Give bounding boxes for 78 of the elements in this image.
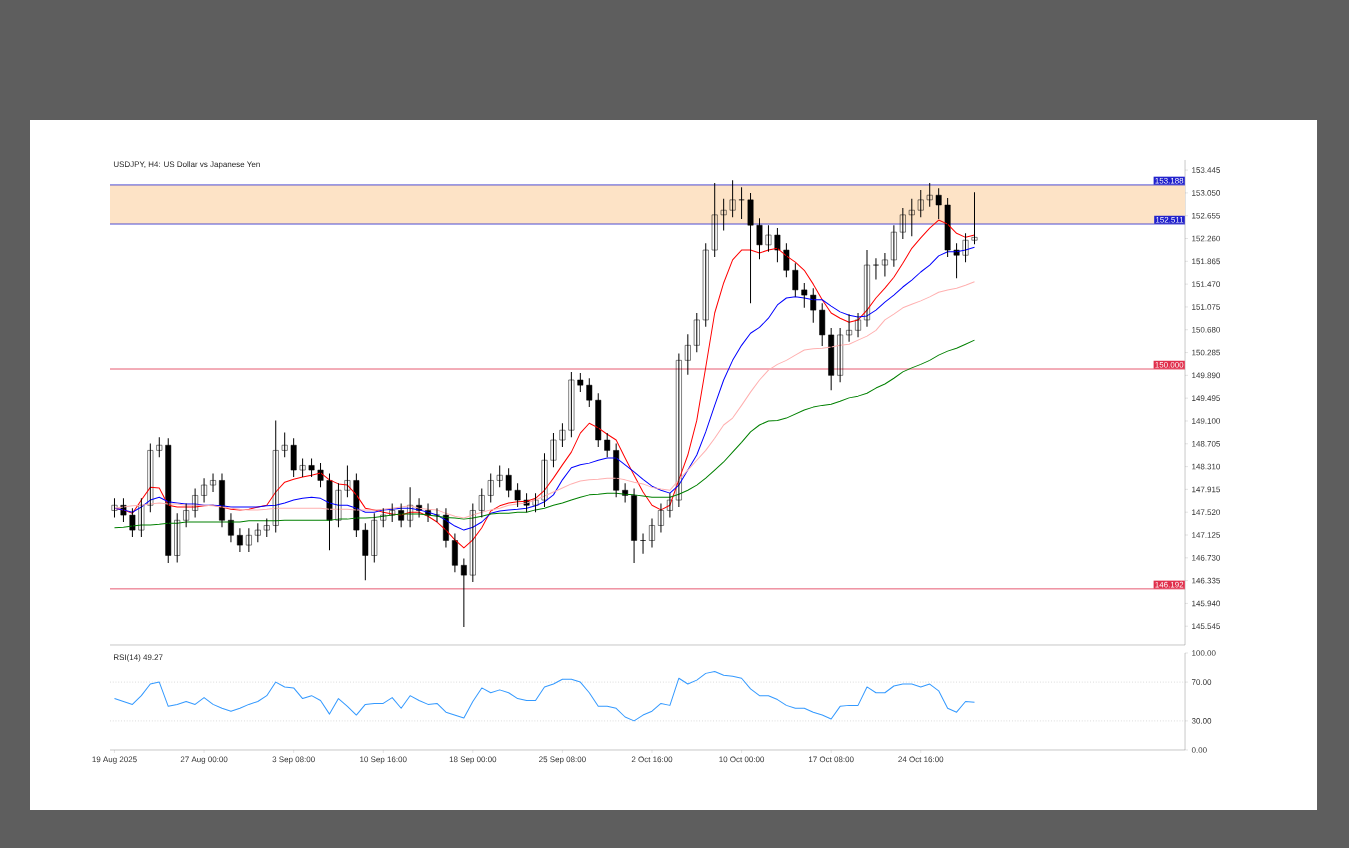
candlestick — [407, 486, 414, 528]
candlestick — [380, 507, 387, 528]
candlestick — [478, 488, 485, 518]
candlestick — [290, 437, 297, 478]
candlestick — [371, 512, 378, 563]
candlestick — [837, 327, 844, 383]
candlestick — [254, 522, 261, 543]
candlestick — [514, 482, 521, 508]
candlestick — [953, 242, 960, 279]
candlestick — [926, 182, 933, 208]
candlestick — [165, 437, 172, 564]
candlestick — [496, 464, 503, 488]
candlestick — [245, 527, 252, 553]
candlestick — [129, 507, 136, 538]
candlestick — [935, 187, 942, 220]
candlestick — [684, 333, 691, 376]
candlestick — [559, 422, 566, 448]
candlestick — [532, 492, 539, 513]
candlestick — [819, 302, 826, 347]
candlestick — [810, 287, 817, 324]
candlestick — [711, 182, 718, 258]
candlestick — [577, 372, 584, 393]
candlestick — [720, 198, 727, 231]
candlestick — [192, 488, 199, 518]
candlestick — [147, 442, 154, 513]
candlestick — [469, 503, 476, 583]
candlestick — [156, 436, 163, 458]
candlestick — [649, 518, 655, 548]
candlestick — [864, 249, 870, 328]
candlestick — [846, 313, 853, 343]
candlestick — [308, 458, 315, 478]
candlestick — [595, 392, 602, 448]
candlestick — [962, 232, 969, 263]
candlestick — [487, 473, 494, 503]
candlestick — [281, 432, 288, 458]
candlestick — [174, 512, 181, 563]
candlestick — [362, 522, 369, 581]
candlestick — [944, 197, 951, 258]
candlestick — [586, 377, 593, 408]
candlestick — [299, 458, 306, 478]
candlestick — [505, 467, 512, 498]
candlestick — [272, 419, 279, 533]
candlestick — [201, 477, 207, 503]
candlestick — [326, 473, 333, 551]
candlestick — [702, 242, 709, 328]
candlestick — [317, 462, 324, 488]
candlestick — [263, 518, 270, 538]
candlestick — [675, 352, 682, 508]
candlestick — [335, 482, 342, 528]
candlestick — [873, 257, 879, 281]
candlestick — [344, 464, 351, 498]
candlestick — [774, 227, 781, 263]
candlestick — [111, 497, 118, 518]
candlestick — [604, 432, 611, 458]
candlestick — [765, 224, 772, 253]
candlestick — [729, 179, 736, 218]
candlestick — [550, 432, 557, 468]
candlestick — [658, 503, 664, 533]
candlestick — [666, 492, 673, 518]
candlestick — [908, 198, 915, 237]
candlestick — [792, 262, 799, 298]
candlestick — [693, 312, 700, 353]
candlestick — [881, 252, 888, 278]
candlestick — [801, 282, 808, 309]
candlestick — [971, 191, 978, 245]
candlestick — [917, 189, 924, 218]
candlestick — [541, 452, 548, 508]
candlestick — [899, 207, 906, 240]
candlestick — [855, 312, 861, 338]
candlestick — [389, 503, 396, 523]
candlestick — [890, 224, 897, 268]
candlestick — [138, 497, 145, 538]
candlestick — [210, 473, 216, 493]
candlestick — [183, 503, 190, 528]
candlestick — [747, 192, 754, 304]
candlestick — [568, 371, 575, 438]
candlestick — [756, 217, 763, 260]
candlestick — [783, 242, 790, 278]
